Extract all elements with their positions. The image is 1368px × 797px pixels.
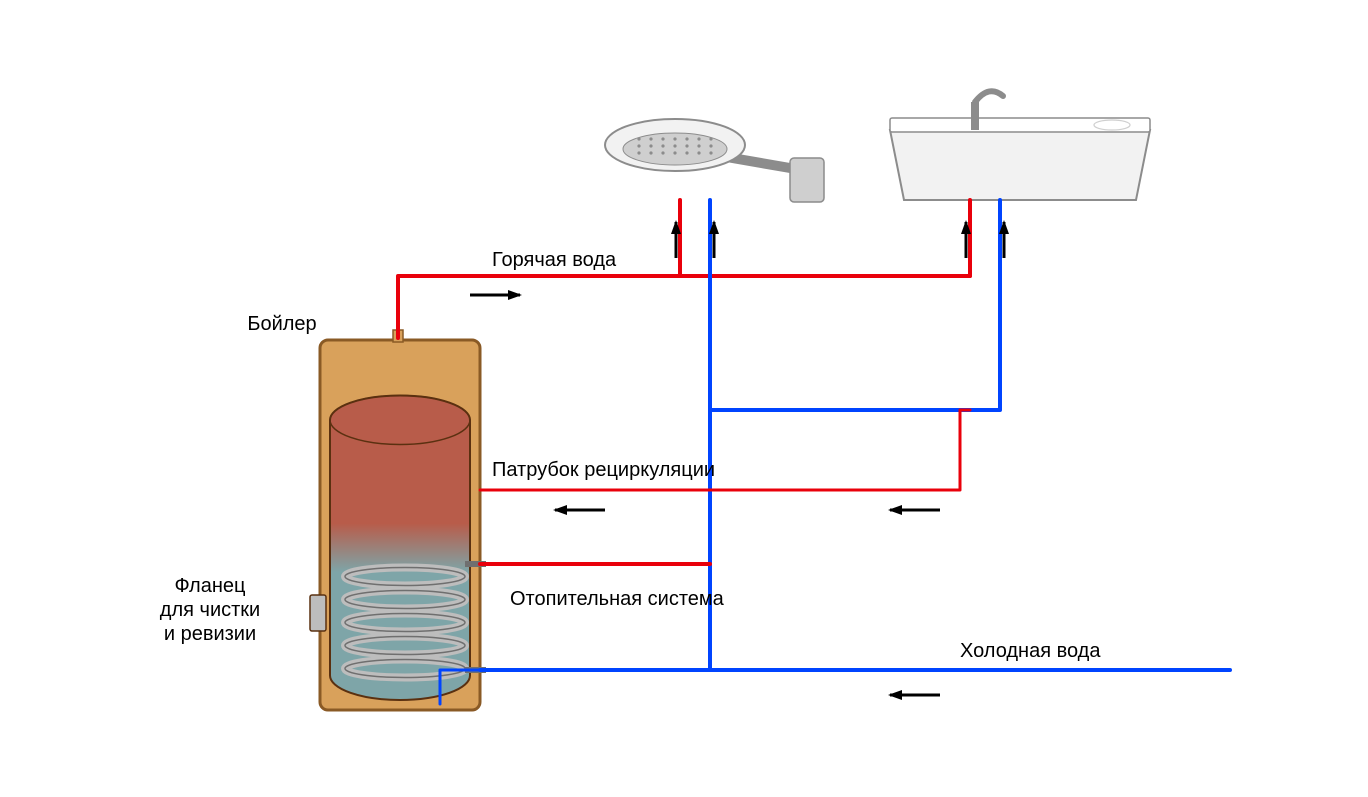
label-cold-water: Холодная вода (960, 640, 1101, 662)
label-hot-water: Горячая вода (492, 249, 617, 271)
flow-arrow (888, 505, 940, 515)
boiler (310, 330, 486, 710)
flow-arrow (470, 290, 522, 300)
flow-arrow (888, 690, 940, 700)
sink-fixture (890, 91, 1150, 200)
label-boiler: Бойлер (247, 313, 316, 335)
label-flange: и ревизии (164, 623, 256, 645)
label-recirculation: Патрубок рециркуляции (492, 459, 715, 481)
shower-fixture (605, 119, 824, 202)
flow-arrow (553, 505, 605, 515)
label-flange: для чистки (160, 599, 260, 621)
label-heating-system: Отопительная система (510, 588, 725, 610)
label-flange: Фланец (175, 575, 246, 597)
boiler-flange (310, 595, 326, 631)
plumbing-diagram: Бойлер Горячая вода Патрубок рециркуляции О… (0, 0, 1368, 797)
